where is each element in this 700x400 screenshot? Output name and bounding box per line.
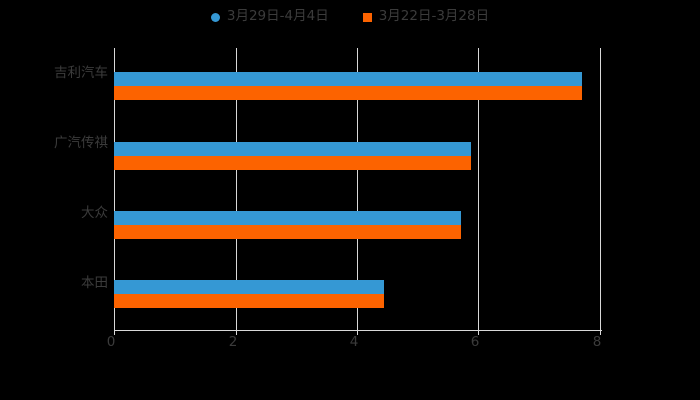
x-axis-line xyxy=(114,330,602,331)
x-axis-label-0: 0 xyxy=(106,334,116,350)
legend-circle-marker-icon xyxy=(210,12,220,22)
x-tick-mark-6 xyxy=(478,330,479,335)
legend-entry-series-2[interactable]: 3月22日-3月28日 xyxy=(362,8,490,25)
bar-series-1-cat-1[interactable] xyxy=(114,142,471,156)
x-axis-label-3: 6 xyxy=(470,334,480,350)
bar-series-1-cat-2[interactable] xyxy=(114,211,461,225)
y-axis-category-labels: 吉利汽车 广汽传祺 大众 本田 xyxy=(0,48,108,330)
bar-series-2-cat-1[interactable] xyxy=(114,156,471,170)
legend-label-series-2: 3月22日-3月28日 xyxy=(378,8,490,25)
gridline-4 xyxy=(357,48,358,330)
x-axis-label-2: 4 xyxy=(349,334,359,350)
bar-series-1-cat-3[interactable] xyxy=(114,280,384,294)
y-axis-label-0: 吉利汽车 xyxy=(54,65,108,81)
chart-legend: 3月29日-4月4日 3月22日-3月28日 xyxy=(0,4,700,30)
legend-label-series-1: 3月29日-4月4日 xyxy=(226,8,329,25)
x-axis-tick-labels: 0 2 4 6 8 xyxy=(0,334,700,356)
y-axis-label-1: 广汽传祺 xyxy=(54,135,108,151)
x-tick-mark-8 xyxy=(600,330,601,335)
bar-series-2-cat-0[interactable] xyxy=(114,86,582,100)
gridline-2 xyxy=(236,48,237,330)
x-tick-mark-0 xyxy=(114,330,115,335)
legend-entry-series-1[interactable]: 3月29日-4月4日 xyxy=(210,8,329,25)
y-axis-label-2: 大众 xyxy=(81,205,108,221)
x-axis-label-1: 2 xyxy=(228,334,238,350)
bar-series-1-cat-0[interactable] xyxy=(114,72,582,86)
bar-series-2-cat-3[interactable] xyxy=(114,294,384,308)
gridline-6 xyxy=(478,48,479,330)
x-tick-mark-4 xyxy=(357,330,358,335)
gridline-8 xyxy=(600,48,601,330)
y-axis-label-3: 本田 xyxy=(81,275,108,291)
y-axis-line xyxy=(114,48,115,330)
x-tick-mark-2 xyxy=(236,330,237,335)
bar-series-2-cat-2[interactable] xyxy=(114,225,461,239)
plot-area xyxy=(114,48,601,330)
legend-square-marker-icon xyxy=(362,12,372,22)
x-axis-label-4: 8 xyxy=(592,334,602,350)
